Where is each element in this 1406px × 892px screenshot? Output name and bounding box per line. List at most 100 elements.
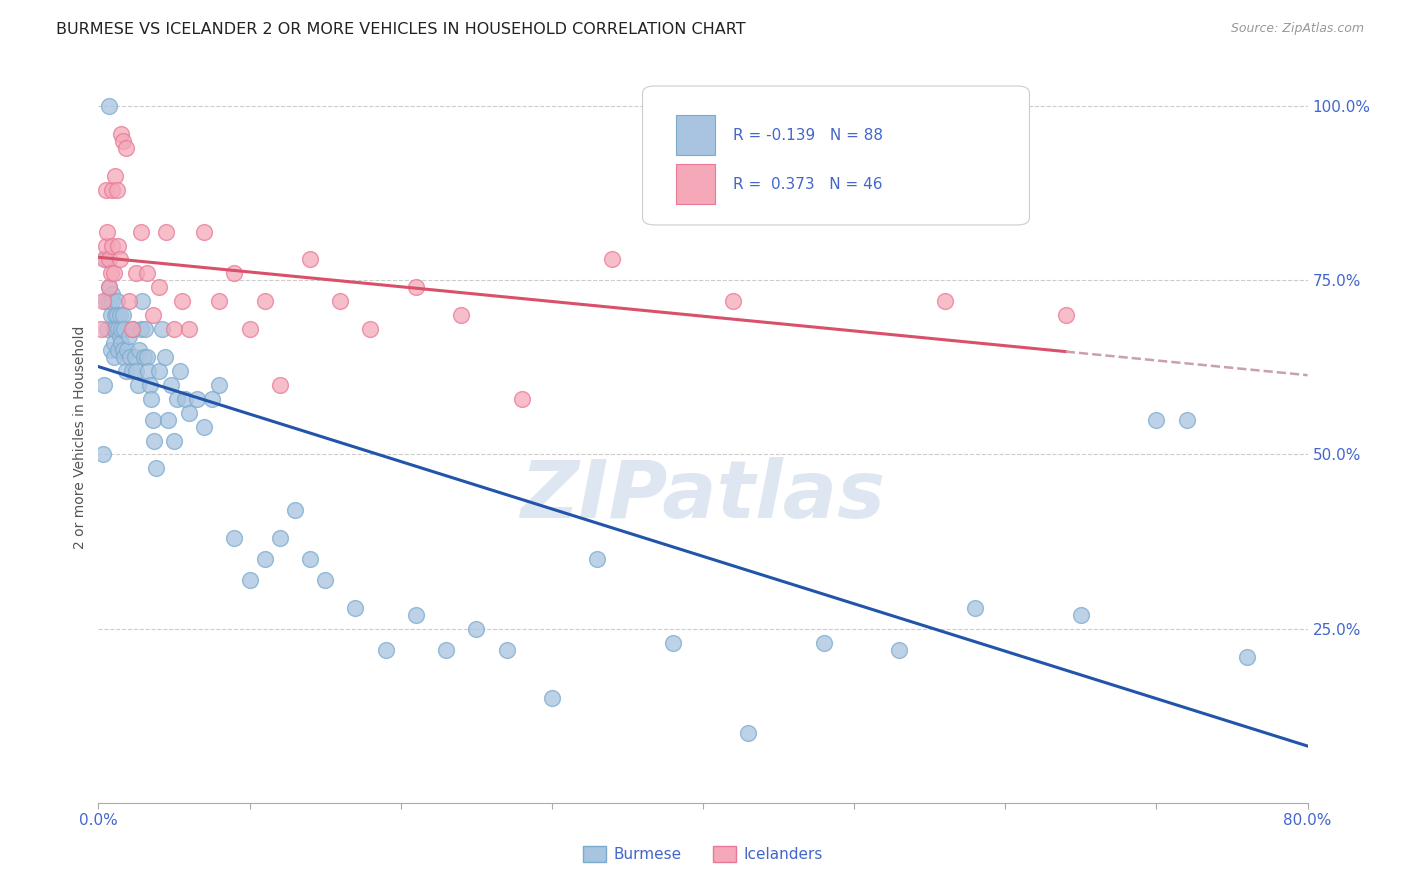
Point [269, 531, 291, 545]
Point [101, 294, 124, 309]
Point [115, 343, 138, 357]
Point [96, 225, 118, 239]
Point [111, 134, 134, 148]
Point [329, 294, 352, 309]
Point [208, 294, 231, 309]
Point [121, 322, 143, 336]
Point [299, 252, 322, 267]
Point [112, 350, 135, 364]
Point [108, 252, 131, 267]
Point [96, 322, 118, 336]
Point [112, 322, 135, 336]
Point [405, 607, 427, 622]
Point [208, 377, 231, 392]
Point [1144, 412, 1167, 426]
Point [269, 377, 291, 392]
Point [284, 503, 307, 517]
Point [105, 308, 128, 322]
Point [107, 343, 129, 357]
Point [135, 350, 157, 364]
Point [737, 726, 759, 740]
Point [110, 127, 132, 141]
Point [723, 294, 745, 309]
Point [134, 322, 156, 336]
Point [201, 392, 224, 406]
Point [104, 169, 127, 183]
Point [101, 287, 124, 301]
Point [127, 377, 149, 392]
Legend: Burmese, Icelanders: Burmese, Icelanders [578, 840, 828, 868]
Point [93, 377, 115, 392]
Point [125, 266, 148, 280]
Point [510, 392, 533, 406]
Point [193, 419, 215, 434]
Point [934, 294, 956, 309]
Point [94, 183, 117, 197]
Point [224, 531, 246, 545]
Point [104, 308, 127, 322]
Point [98, 294, 121, 309]
Point [889, 642, 911, 657]
Point [139, 377, 162, 392]
Point [1175, 412, 1198, 426]
Point [100, 308, 122, 322]
Point [179, 322, 201, 336]
Point [98, 280, 121, 294]
Point [239, 322, 262, 336]
Point [132, 350, 155, 364]
Text: R = -0.139   N = 88: R = -0.139 N = 88 [734, 128, 883, 143]
Point [405, 280, 427, 294]
Point [105, 183, 128, 197]
Point [129, 225, 152, 239]
Point [163, 322, 186, 336]
Bar [676, 115, 716, 155]
Point [186, 392, 208, 406]
Point [224, 266, 246, 280]
Point [107, 238, 129, 252]
Point [160, 377, 183, 392]
Point [465, 622, 488, 636]
Point [1236, 649, 1258, 664]
Point [179, 406, 201, 420]
Point [120, 350, 142, 364]
Point [813, 635, 835, 649]
Point [94, 294, 117, 309]
Point [661, 635, 683, 649]
Point [131, 294, 153, 309]
Point [142, 308, 165, 322]
Point [150, 322, 173, 336]
Point [94, 252, 117, 267]
Point [1070, 607, 1092, 622]
Point [965, 600, 987, 615]
Point [153, 350, 176, 364]
Point [110, 336, 132, 351]
Point [586, 552, 609, 566]
Point [90, 322, 112, 336]
Point [136, 364, 159, 378]
Point [170, 294, 193, 309]
Point [163, 434, 186, 448]
Point [122, 322, 145, 336]
Point [169, 364, 191, 378]
Point [156, 412, 179, 426]
Text: ZIPatlas: ZIPatlas [520, 457, 886, 534]
Point [100, 266, 122, 280]
Point [110, 322, 132, 336]
Point [114, 364, 136, 378]
Point [374, 642, 396, 657]
Point [135, 266, 157, 280]
Point [314, 573, 336, 587]
Point [173, 392, 195, 406]
Point [253, 552, 276, 566]
FancyBboxPatch shape [643, 86, 1029, 225]
Text: Source: ZipAtlas.com: Source: ZipAtlas.com [1230, 22, 1364, 36]
Point [105, 294, 128, 309]
Point [1054, 308, 1077, 322]
Point [118, 329, 141, 343]
Point [107, 322, 129, 336]
Point [103, 350, 125, 364]
Point [111, 308, 134, 322]
Point [434, 642, 457, 657]
Bar [676, 164, 716, 204]
Point [602, 252, 624, 267]
